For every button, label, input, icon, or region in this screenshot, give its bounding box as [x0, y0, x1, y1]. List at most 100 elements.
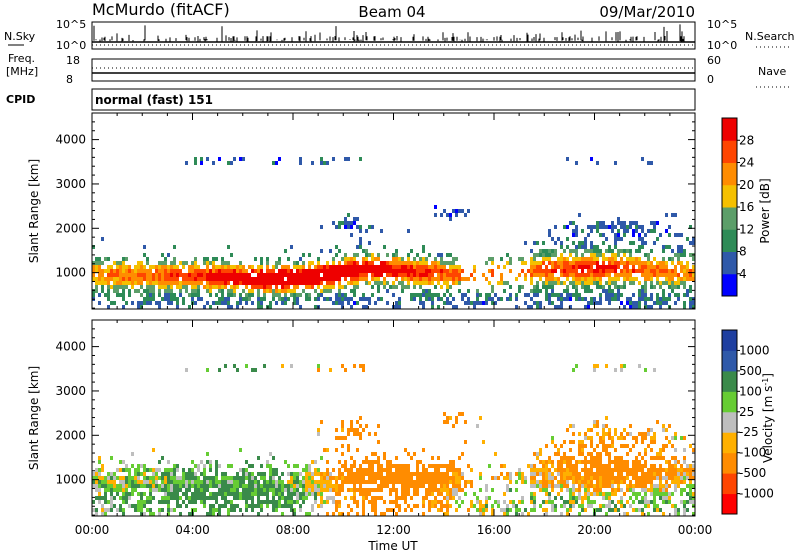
range-cell — [485, 293, 488, 297]
range-cell — [386, 265, 389, 269]
range-cell — [608, 456, 611, 460]
range-cell — [344, 368, 347, 372]
range-cell — [635, 269, 638, 273]
range-cell — [263, 476, 266, 480]
range-cell — [530, 305, 533, 309]
range-cell — [236, 265, 239, 269]
range-cell — [200, 500, 203, 504]
colorbar-tick-label: 4 — [739, 267, 747, 281]
range-cell — [596, 476, 599, 480]
range-cell — [317, 261, 320, 265]
range-cell — [515, 297, 518, 301]
range-cell — [125, 301, 128, 305]
range-cell — [161, 285, 164, 289]
range-cell — [353, 277, 356, 281]
range-cell — [581, 253, 584, 257]
range-cell — [227, 488, 230, 492]
range-cell — [164, 500, 167, 504]
range-cell — [629, 305, 632, 309]
range-cell — [419, 277, 422, 281]
range-cell — [377, 440, 380, 444]
range-cell — [353, 301, 356, 305]
range-cell — [407, 484, 410, 488]
range-cell — [320, 269, 323, 273]
range-cell — [176, 484, 179, 488]
range-cell — [584, 237, 587, 241]
range-cell — [440, 472, 443, 476]
range-cell — [254, 476, 257, 480]
range-cell — [368, 500, 371, 504]
range-cell — [365, 480, 368, 484]
range-cell — [368, 225, 371, 229]
range-cell — [149, 508, 152, 512]
range-cell — [422, 476, 425, 480]
range-cell — [122, 488, 125, 492]
range-cell — [311, 261, 314, 265]
range-cell — [641, 289, 644, 293]
range-cell — [620, 225, 623, 229]
range-cell — [440, 484, 443, 488]
range-cell — [296, 492, 299, 496]
range-cell — [692, 269, 695, 273]
range-cell — [602, 261, 605, 265]
range-cell — [164, 281, 167, 285]
range-cell — [635, 257, 638, 261]
range-cell — [365, 297, 368, 301]
range-cell — [365, 468, 368, 472]
range-cell — [626, 464, 629, 468]
range-cell — [677, 233, 680, 237]
range-cell — [311, 492, 314, 496]
range-cell — [413, 261, 416, 265]
range-cell — [623, 233, 626, 237]
colorbar-swatch — [722, 411, 737, 433]
range-cell — [338, 476, 341, 480]
range-cell — [236, 273, 239, 277]
range-cell — [629, 480, 632, 484]
range-cell — [503, 289, 506, 293]
range-cell — [584, 508, 587, 512]
range-cell — [494, 500, 497, 504]
range-cell — [389, 269, 392, 273]
range-cell — [113, 476, 116, 480]
range-cell — [317, 432, 320, 436]
range-cell — [401, 261, 404, 265]
range-cell — [284, 496, 287, 500]
range-cell — [452, 480, 455, 484]
range-cell — [434, 285, 437, 289]
range-cell — [608, 436, 611, 440]
range-cell — [272, 297, 275, 301]
range-cell — [194, 496, 197, 500]
range-cell — [689, 297, 692, 301]
range-cell — [419, 273, 422, 277]
range-cell — [314, 500, 317, 504]
range-cell — [143, 504, 146, 508]
range-cell — [530, 281, 533, 285]
range-cell — [245, 460, 248, 464]
range-cell — [662, 245, 665, 249]
range-cell — [110, 269, 113, 273]
range-cell — [653, 368, 656, 372]
range-cell — [269, 281, 272, 285]
range-cell — [140, 496, 143, 500]
range-cell — [449, 217, 452, 221]
range-cell — [506, 297, 509, 301]
range-cell — [212, 496, 215, 500]
range-cell — [449, 464, 452, 468]
range-cell — [656, 452, 659, 456]
range-cell — [635, 464, 638, 468]
range-cell — [107, 472, 110, 476]
range-cell — [476, 301, 479, 305]
range-cell — [548, 229, 551, 233]
range-cell — [137, 468, 140, 472]
range-cell — [545, 253, 548, 257]
range-cell — [194, 289, 197, 293]
range-cell — [137, 301, 140, 305]
noise-marks — [92, 24, 695, 46]
range-cell — [461, 452, 464, 456]
range-cell — [284, 289, 287, 293]
range-cell — [380, 269, 383, 273]
range-cell — [176, 468, 179, 472]
range-cell — [560, 472, 563, 476]
range-cell — [440, 488, 443, 492]
